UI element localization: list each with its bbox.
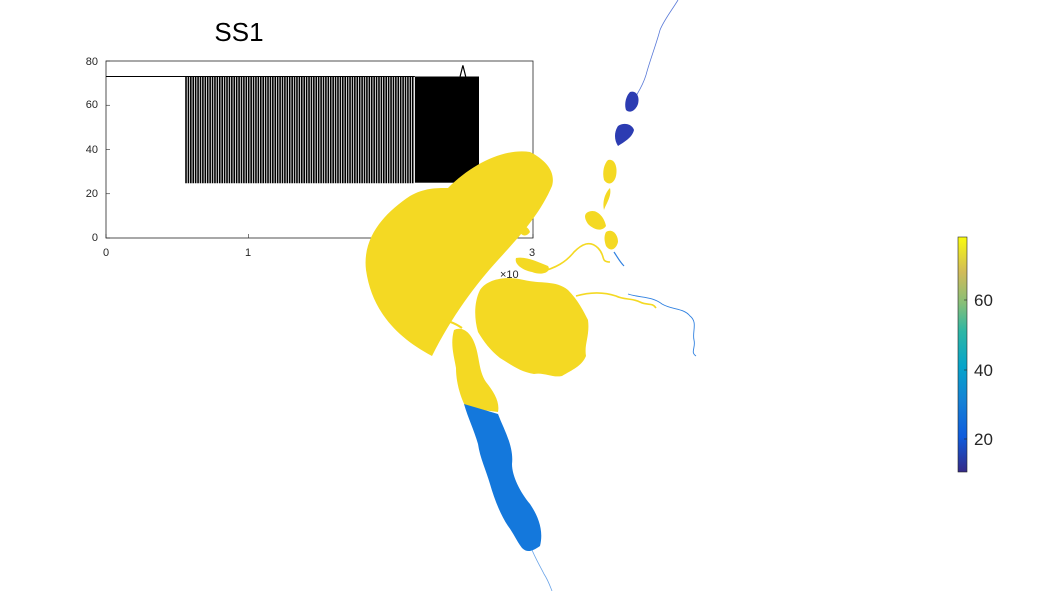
chart-title: SS1 (214, 17, 263, 47)
tributary-channel (575, 292, 657, 309)
colorbar-tick-label: 40 (974, 361, 993, 380)
fan-region (365, 151, 553, 356)
channel-region (515, 257, 549, 274)
arm-region (452, 328, 499, 412)
river-map (365, 0, 697, 591)
river-channel-east (627, 293, 697, 357)
colorbar-tick-label: 20 (974, 430, 993, 449)
x-tick-label: 3 (529, 247, 535, 259)
southern-region (464, 404, 542, 552)
upstream-channel (603, 188, 611, 210)
river-channel-north (633, 0, 679, 101)
y-tick-label: 0 (92, 232, 98, 244)
signal-spike (459, 65, 467, 77)
upstream-region (625, 91, 639, 112)
river-channel-south (529, 544, 553, 591)
y-tick-label: 60 (86, 99, 98, 111)
y-tick-label: 20 (86, 188, 98, 200)
x-exponent-label: ×10 (500, 269, 519, 281)
series-line (106, 76, 415, 184)
tributary-channel (539, 242, 611, 273)
x-tick-label: 0 (103, 247, 109, 259)
upstream-region (615, 123, 634, 146)
upstream-region (585, 210, 606, 230)
lake-region (475, 278, 589, 377)
x-tick-label: 1 (245, 247, 251, 259)
y-tick-label: 40 (86, 144, 98, 156)
colorbar-gradient (957, 236, 968, 473)
upstream-region (603, 159, 617, 184)
dense-signal-block (414, 76, 479, 183)
colorbar-tick-label: 60 (974, 291, 993, 310)
upstream-channel (613, 251, 625, 267)
upstream-region (604, 230, 618, 250)
colorbar: 60 40 20 (957, 236, 993, 473)
axis-ticks (105, 60, 534, 239)
arm-channel (435, 319, 463, 329)
y-tick-label: 80 (86, 56, 98, 68)
